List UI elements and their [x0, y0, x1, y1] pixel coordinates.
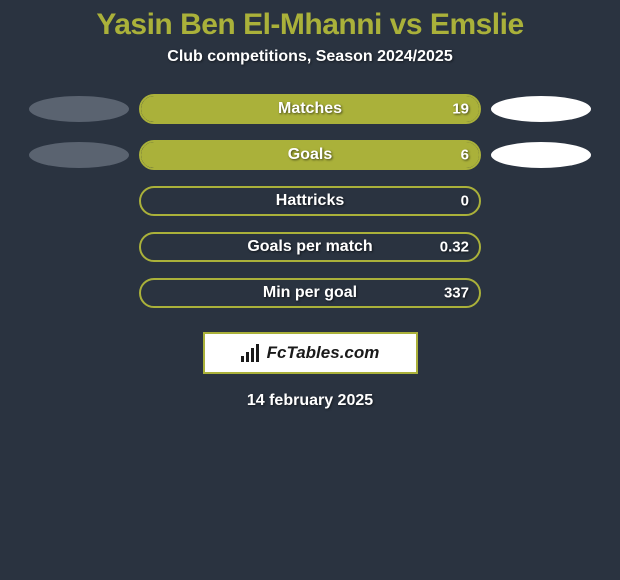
player-left-marker: [29, 142, 129, 168]
stat-row: Matches 19: [0, 94, 620, 124]
fctables-link[interactable]: FcTables.com: [203, 332, 418, 374]
stat-row: Goals per match 0.32: [0, 232, 620, 262]
stat-label: Goals per match: [247, 238, 372, 256]
stats-list: Matches 19 Goals 6 Hattricks 0: [0, 94, 620, 308]
stat-value: 0: [461, 193, 469, 210]
logo-text: FcTables.com: [267, 343, 380, 363]
date-label: 14 february 2025: [247, 392, 373, 410]
marker-placeholder: [491, 188, 591, 214]
stat-label: Matches: [278, 100, 342, 118]
marker-placeholder: [29, 234, 129, 260]
stat-value: 0.32: [440, 239, 469, 256]
stat-bar: Hattricks 0: [139, 186, 481, 216]
stat-value: 6: [461, 147, 469, 164]
marker-placeholder: [29, 280, 129, 306]
player-right-marker: [491, 142, 591, 168]
stat-bar: Min per goal 337: [139, 278, 481, 308]
stat-row: Goals 6: [0, 140, 620, 170]
stat-label: Hattricks: [276, 192, 344, 210]
stat-value: 337: [444, 285, 469, 302]
marker-placeholder: [29, 188, 129, 214]
subtitle: Club competitions, Season 2024/2025: [167, 48, 452, 66]
stat-bar: Goals per match 0.32: [139, 232, 481, 262]
player-left-marker: [29, 96, 129, 122]
stat-bar: Matches 19: [139, 94, 481, 124]
stat-label: Goals: [288, 146, 332, 164]
stat-row: Min per goal 337: [0, 278, 620, 308]
page-title: Yasin Ben El-Mhanni vs Emslie: [96, 8, 523, 42]
comparison-card: Yasin Ben El-Mhanni vs Emslie Club compe…: [0, 0, 620, 410]
stat-value: 19: [452, 101, 469, 118]
stat-row: Hattricks 0: [0, 186, 620, 216]
player-right-marker: [491, 96, 591, 122]
marker-placeholder: [491, 234, 591, 260]
stat-label: Min per goal: [263, 284, 357, 302]
bar-chart-icon: [241, 344, 263, 362]
stat-bar: Goals 6: [139, 140, 481, 170]
marker-placeholder: [491, 280, 591, 306]
